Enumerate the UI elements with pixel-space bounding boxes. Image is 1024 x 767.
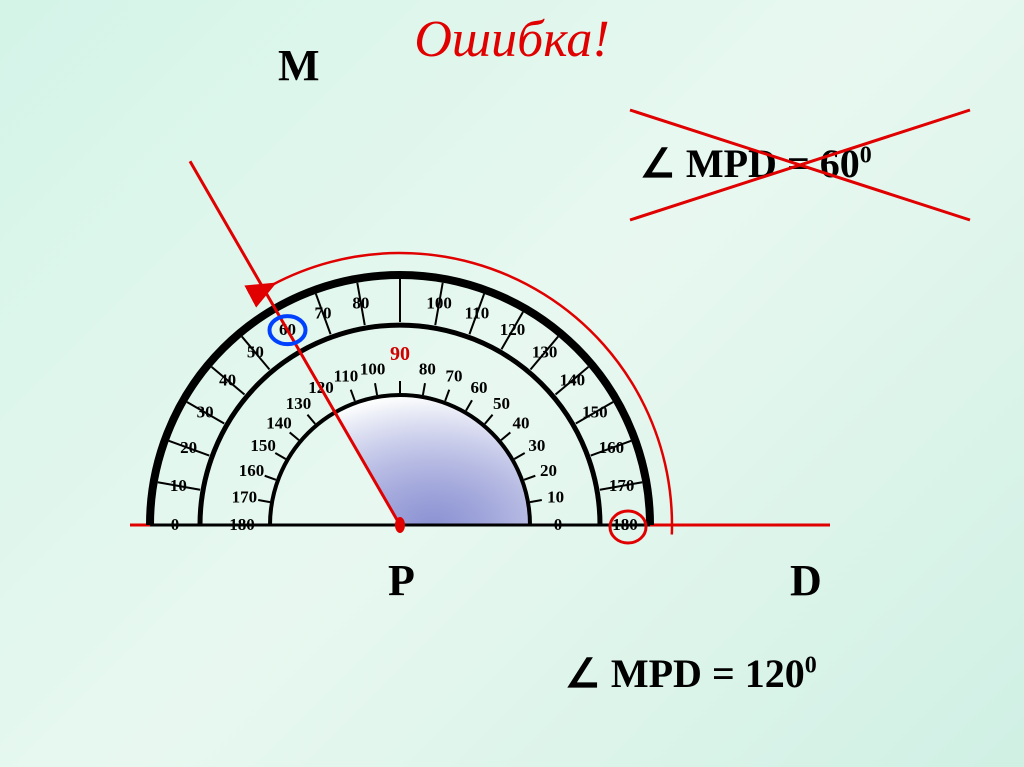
svg-text:140: 140 [560, 370, 586, 389]
protractor-diagram: 1801701601501401301201101008070605040302… [130, 75, 850, 580]
svg-text:0: 0 [171, 515, 180, 534]
svg-text:10: 10 [170, 476, 187, 495]
svg-text:0: 0 [554, 515, 563, 534]
svg-text:170: 170 [609, 476, 635, 495]
svg-text:80: 80 [419, 359, 436, 378]
svg-text:110: 110 [465, 304, 490, 323]
svg-text:130: 130 [532, 343, 558, 362]
svg-text:130: 130 [286, 394, 312, 413]
svg-text:70: 70 [315, 304, 332, 323]
svg-text:170: 170 [232, 488, 258, 507]
svg-text:150: 150 [250, 436, 275, 455]
svg-text:50: 50 [493, 394, 510, 413]
svg-text:40: 40 [219, 370, 236, 389]
svg-text:80: 80 [352, 293, 369, 312]
svg-text:180: 180 [229, 515, 255, 534]
svg-text:70: 70 [446, 367, 463, 386]
svg-text:40: 40 [513, 413, 530, 432]
svg-text:20: 20 [180, 438, 197, 457]
angle-name: MPD [611, 651, 702, 696]
svg-text:110: 110 [334, 367, 359, 386]
svg-text:10: 10 [547, 488, 564, 507]
svg-text:100: 100 [360, 359, 386, 378]
svg-text:20: 20 [540, 461, 557, 480]
svg-text:160: 160 [599, 438, 625, 457]
svg-text:140: 140 [266, 413, 292, 432]
svg-text:50: 50 [247, 343, 264, 362]
svg-text:60: 60 [471, 378, 488, 397]
svg-text:120: 120 [500, 320, 526, 339]
svg-text:100: 100 [426, 293, 452, 312]
correct-angle-formula: ∠ MPD = 1200 [565, 650, 817, 697]
svg-text:90: 90 [390, 343, 410, 365]
error-title: Ошибка! [414, 10, 609, 69]
angle-symbol: ∠ [565, 651, 601, 696]
svg-text:30: 30 [197, 403, 214, 422]
svg-text:180: 180 [612, 515, 638, 534]
svg-text:30: 30 [528, 436, 545, 455]
svg-text:150: 150 [582, 403, 608, 422]
svg-text:160: 160 [239, 461, 265, 480]
